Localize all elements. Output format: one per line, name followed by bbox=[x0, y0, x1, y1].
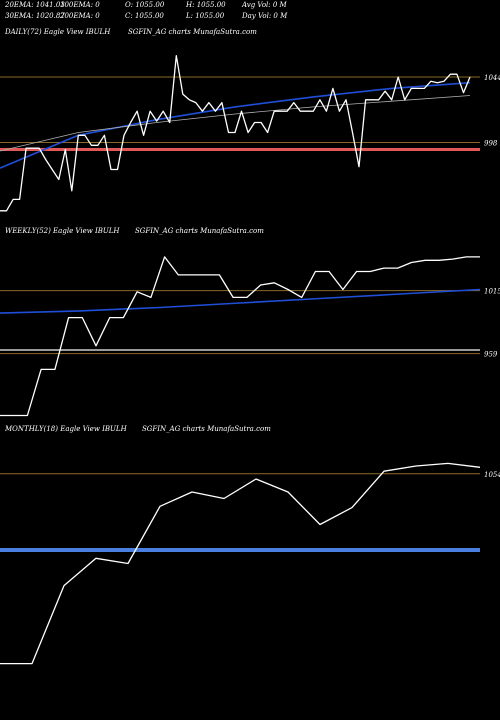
weekly-gray-band bbox=[0, 349, 480, 351]
header-stat-low: L: 1055.00 bbox=[185, 12, 225, 20]
header-stat-close: C: 1055.00 bbox=[125, 12, 164, 20]
monthly-blue-band bbox=[0, 548, 480, 552]
daily-series-price bbox=[0, 55, 471, 212]
monthly-series-price bbox=[0, 462, 481, 665]
weekly-price-line bbox=[0, 256, 480, 417]
header-stat-100ema: 100EMA: 0 bbox=[60, 1, 100, 9]
panel-daily-title: DAILY(72) Eagle View IBULH bbox=[4, 28, 111, 36]
daily-y-label-0: 1044 bbox=[484, 74, 500, 82]
daily-series-ema30 bbox=[0, 95, 471, 152]
weekly-y-labels: 1015 959 bbox=[484, 288, 500, 359]
monthly-price-line bbox=[0, 462, 481, 665]
daily-red-band bbox=[0, 148, 480, 151]
weekly-series-price bbox=[0, 256, 480, 417]
panel-monthly-title: MONTHLY(18) Eagle View IBULH bbox=[4, 425, 128, 433]
header-stat-30ema: 30EMA: 1020.87 bbox=[5, 12, 65, 20]
panel-daily-subtitle: SGFIN_AG charts MunafaSutra.com bbox=[128, 28, 257, 36]
weekly-series-ema bbox=[0, 288, 481, 314]
weekly-level-lines bbox=[0, 290, 480, 355]
monthly-y-label-0: 1054 bbox=[484, 471, 500, 479]
header-stats: 20EMA: 1041.03 100EMA: 0 O: 1055.00 H: 1… bbox=[4, 1, 288, 20]
monthly-y-labels: 1054 bbox=[484, 471, 500, 479]
weekly-y-label-1: 959 bbox=[484, 351, 498, 359]
header-stat-open: O: 1055.00 bbox=[125, 1, 165, 9]
daily-level-lines bbox=[0, 76, 480, 143]
panel-daily: DAILY(72) Eagle View IBULH SGFIN_AG char… bbox=[0, 28, 500, 212]
panel-weekly-title: WEEKLY(52) Eagle View IBULH bbox=[5, 227, 120, 235]
daily-y-label-1: 998 bbox=[484, 139, 498, 147]
daily-y-labels: 1044 998 bbox=[484, 74, 500, 147]
header-stat-avg-vol: Avg Vol: 0 M bbox=[241, 1, 288, 9]
header-stat-200ema: 200EMA: 0 bbox=[59, 12, 100, 20]
header-stat-day-vol: Day Vol: 0 M bbox=[241, 12, 288, 20]
header-stat-high: H: 1055.00 bbox=[185, 1, 226, 9]
header-stat-20ema: 20EMA: 1041.03 bbox=[4, 1, 65, 9]
panel-monthly: MONTHLY(18) Eagle View IBULH SGFIN_AG ch… bbox=[0, 425, 500, 665]
daily-price-line bbox=[0, 55, 471, 212]
weekly-ema-line bbox=[0, 288, 481, 314]
panel-monthly-subtitle: SGFIN_AG charts MunafaSutra.com bbox=[142, 425, 271, 433]
panel-weekly-subtitle: SGFIN_AG charts MunafaSutra.com bbox=[135, 227, 264, 235]
weekly-y-label-0: 1015 bbox=[484, 288, 500, 296]
panel-weekly: WEEKLY(52) Eagle View IBULH SGFIN_AG cha… bbox=[0, 227, 500, 417]
